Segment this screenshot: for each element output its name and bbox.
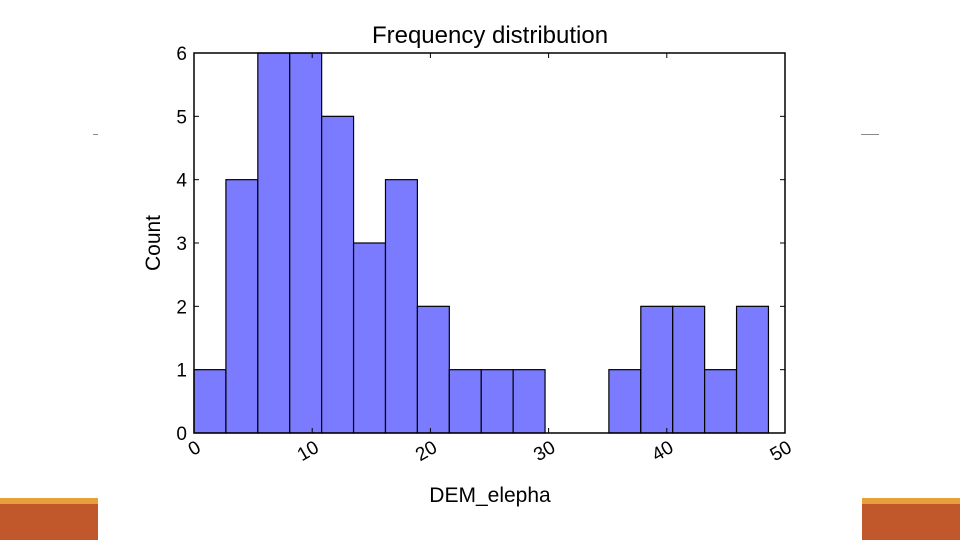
y-axis-label: Count: [142, 215, 165, 271]
chart-title: Frequency distribution: [372, 22, 608, 49]
y-tick-label: 3: [176, 234, 187, 255]
x-tick-label: 50: [767, 437, 796, 466]
slide-divider-left: [93, 134, 98, 135]
x-tick-label: 20: [412, 437, 441, 466]
y-tick-label: 1: [176, 361, 187, 382]
x-tick-label: 40: [648, 437, 677, 466]
y-tick-label: 0: [176, 424, 187, 445]
histogram-bar: [193, 369, 227, 434]
histogram-bar: [735, 305, 770, 434]
histogram-bar: [257, 52, 291, 434]
histogram-bar: [321, 115, 355, 434]
x-tick-label: 30: [530, 437, 559, 466]
y-tick-label: 4: [176, 171, 187, 192]
histogram-bar: [352, 242, 387, 434]
histogram-bar: [704, 369, 738, 434]
histogram-bar: [289, 52, 323, 434]
x-tick-label: 0: [185, 437, 205, 460]
histogram-bar: [448, 369, 482, 434]
histogram-bar: [416, 305, 450, 434]
slide-accent-band-right: [862, 498, 960, 540]
y-tick-label: 2: [176, 297, 187, 318]
x-tick-label: 10: [294, 437, 323, 466]
histogram-bar: [225, 179, 259, 434]
y-tick-label: 6: [176, 44, 187, 65]
histogram-bar: [640, 305, 674, 434]
histogram-bar: [384, 179, 418, 434]
slide-accent-band-left: [0, 498, 98, 540]
bars-group: [193, 52, 770, 434]
histogram-bar: [480, 369, 514, 434]
histogram-bar: [672, 305, 706, 434]
x-axis-label: DEM_elepha: [429, 484, 551, 507]
histogram-bar: [608, 369, 642, 434]
slide-divider-right: [861, 134, 879, 135]
y-tick-label: 5: [176, 107, 187, 128]
histogram-bar: [512, 369, 546, 434]
